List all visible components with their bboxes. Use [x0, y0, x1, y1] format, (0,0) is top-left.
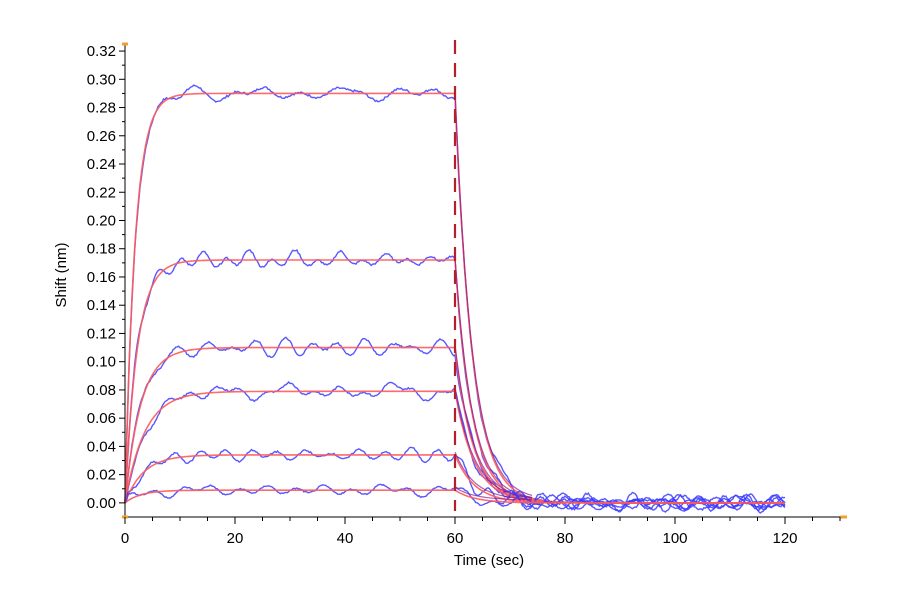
x-tick-label: 40	[337, 530, 354, 547]
y-tick-label: 0.16	[87, 269, 116, 286]
y-tick-label: 0.10	[87, 354, 116, 371]
y-tick-label: 0.06	[87, 410, 116, 427]
y-tick-label: 0.12	[87, 325, 116, 342]
y-tick-label: 0.20	[87, 212, 116, 229]
series-2-dissociation-overlap	[454, 257, 533, 498]
y-tick-label: 0.18	[87, 241, 116, 258]
y-tick-label: 0.32	[87, 43, 116, 60]
series-2-measured	[124, 248, 786, 513]
axes: 0.00 0.02 0.04 0.06 0.08 0.10 0.12 0.14 0.16 0.18…	[87, 42, 847, 547]
y-tick-label: 0.08	[87, 382, 116, 399]
y-tick-label: 0.04	[87, 438, 116, 455]
x-tick-label: 120	[772, 530, 797, 547]
y-tick-label: 0.30	[87, 71, 116, 88]
x-tick-label: 80	[557, 530, 574, 547]
y-tick-label: 0.24	[87, 156, 116, 173]
y-tick-label: 0.22	[87, 184, 116, 201]
y-tick-label: 0.02	[87, 467, 116, 484]
series-5-dissociation-overlap	[454, 451, 533, 500]
y-tick-label: 0.28	[87, 100, 116, 117]
x-tick-label: 20	[227, 530, 244, 547]
series-6-dissociation-overlap	[454, 486, 532, 501]
x-tick-label: 100	[662, 530, 687, 547]
plot-series	[124, 40, 786, 514]
y-tick-label: 0.00	[87, 495, 116, 512]
x-axis-title: Time (sec)	[454, 552, 524, 569]
y-tick-label: 0.26	[87, 128, 116, 145]
y-tick-label: 0.14	[87, 297, 116, 314]
series-1-dissociation-overlap	[454, 90, 533, 496]
y-axis-title: Shift (nm)	[53, 242, 70, 307]
x-tick-label: 60	[447, 530, 464, 547]
x-tick-label: 0	[121, 530, 129, 547]
